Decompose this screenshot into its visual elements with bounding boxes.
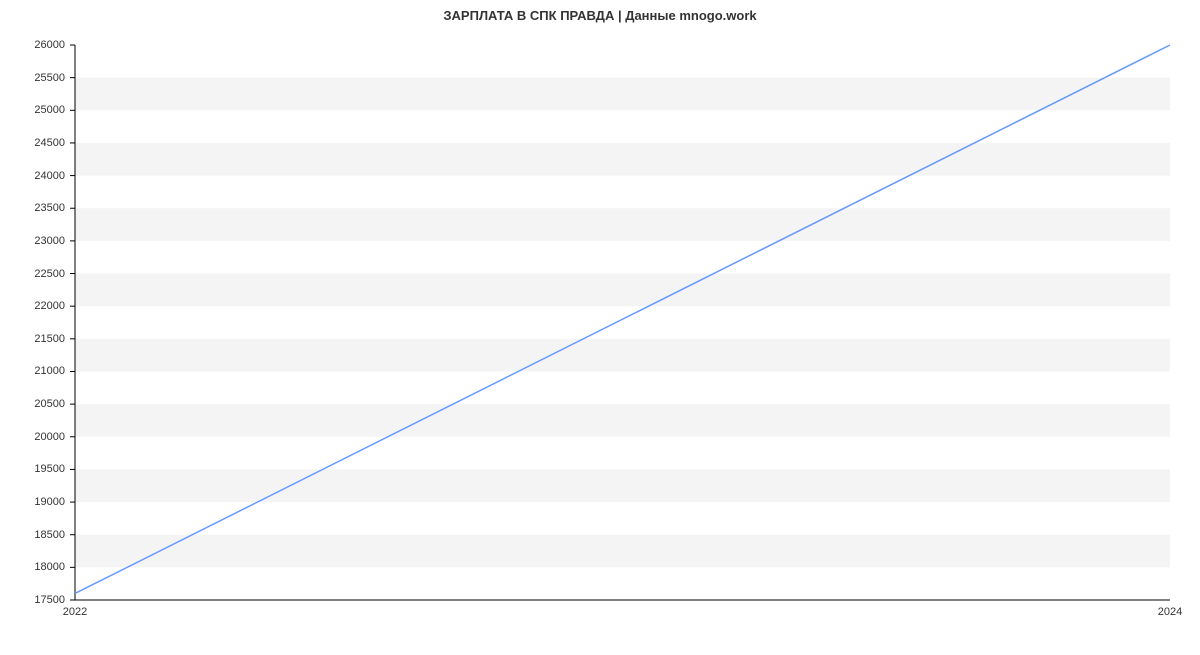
chart-container: 17500 18000 18500 19000 19500 20000 20500 21000… bbox=[0, 0, 1200, 650]
y-tick-label: 23500 bbox=[5, 202, 65, 214]
y-tick-label: 17500 bbox=[5, 594, 65, 606]
y-tick-label: 19000 bbox=[5, 496, 65, 508]
series-line-salary bbox=[75, 45, 1170, 593]
y-tick-label: 21000 bbox=[5, 365, 65, 377]
y-tick-label: 22500 bbox=[5, 268, 65, 280]
y-tick-label: 20000 bbox=[5, 431, 65, 443]
y-tick-label: 23000 bbox=[5, 235, 65, 247]
x-tick-label: 2024 bbox=[1158, 606, 1182, 618]
y-tick-label: 25000 bbox=[5, 104, 65, 116]
y-tick-label: 18500 bbox=[5, 529, 65, 541]
y-tick-label: 19500 bbox=[5, 463, 65, 475]
y-tick-label: 22000 bbox=[5, 300, 65, 312]
y-tick-label: 18000 bbox=[5, 561, 65, 573]
y-tick-label: 25500 bbox=[5, 72, 65, 84]
y-tick-label: 21500 bbox=[5, 333, 65, 345]
y-tick-label: 26000 bbox=[5, 39, 65, 51]
y-tick-label: 24000 bbox=[5, 170, 65, 182]
x-tick-label: 2022 bbox=[63, 606, 87, 618]
y-tick-label: 24500 bbox=[5, 137, 65, 149]
y-tick-label: 20500 bbox=[5, 398, 65, 410]
chart-svg bbox=[0, 0, 1200, 650]
